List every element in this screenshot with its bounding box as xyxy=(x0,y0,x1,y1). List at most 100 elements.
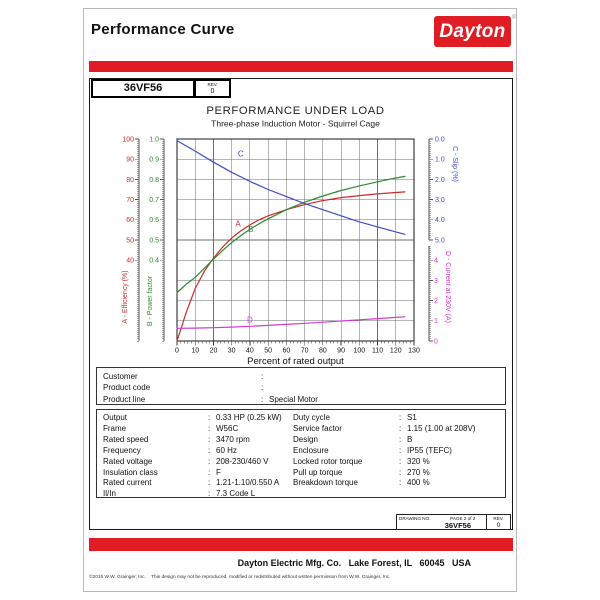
customer-label: Customer xyxy=(103,372,138,381)
svg-text:120: 120 xyxy=(390,348,402,355)
svg-text:40: 40 xyxy=(246,348,254,355)
page-indicator: PAGE 2 of 2 xyxy=(450,516,476,521)
svg-text:2: 2 xyxy=(434,298,438,305)
dayton-logo-text: Dayton xyxy=(439,20,506,42)
svg-text:90: 90 xyxy=(126,157,134,164)
svg-text:0.4: 0.4 xyxy=(149,258,159,265)
product-code-label: Product code xyxy=(103,383,151,393)
spec-column-right: Duty cycle: S1 Service factor:1.15 (1.00 … xyxy=(293,413,501,500)
svg-text:80: 80 xyxy=(126,177,134,184)
product-line-label: Product line xyxy=(103,394,146,404)
svg-text:0: 0 xyxy=(434,338,438,345)
spec-row-design: Design: B xyxy=(293,434,413,444)
revision-box: REV. 0 xyxy=(195,79,231,98)
drawing-no-label: DRAWING NO. xyxy=(399,516,431,521)
svg-text:70: 70 xyxy=(126,197,134,204)
customer-info-box: Customer: Product code: Product line: Spe… xyxy=(96,367,506,405)
svg-text:0.6: 0.6 xyxy=(149,217,159,224)
spec-row-rated-voltage: Rated voltage:208-230/460 V xyxy=(103,456,269,466)
svg-text:5.0: 5.0 xyxy=(435,237,445,244)
svg-text:0.5: 0.5 xyxy=(149,237,159,244)
spec-column-left: Output:0.33 HP (0.25 kW) Frame: W56C Rate… xyxy=(97,413,293,500)
svg-text:0: 0 xyxy=(175,348,179,355)
performance-chart: 100 90 80 70 60 50 40 1.0 0.9 0.8 0.7 0.6 0.5 0.4 0.0 1… xyxy=(89,101,513,367)
drawing-rev-cell: REV. 0 xyxy=(486,515,510,529)
svg-text:D: D xyxy=(247,315,253,324)
spec-row-duty-cycle: Duty cycle: S1 xyxy=(293,413,417,422)
dayton-logo: Dayton xyxy=(434,16,511,47)
spec-row-frequency: Frequency:60 Hz xyxy=(103,445,237,455)
svg-text:100: 100 xyxy=(122,136,134,143)
separator: : xyxy=(261,372,264,381)
spec-row-frame: Frame: W56C xyxy=(103,423,239,433)
svg-text:0.0: 0.0 xyxy=(435,136,445,143)
revision-label: REV. xyxy=(207,82,218,87)
svg-text:3.0: 3.0 xyxy=(435,197,445,204)
spec-row-output: Output:0.33 HP (0.25 kW) xyxy=(103,413,282,422)
product-code-row: Product code: xyxy=(97,382,505,393)
svg-text:40: 40 xyxy=(126,258,134,265)
svg-text:2.0: 2.0 xyxy=(435,177,445,184)
main-content-frame xyxy=(89,78,513,530)
spec-row-service-factor: Service factor:1.15 (1.00 at 208V) xyxy=(293,423,476,433)
svg-text:100: 100 xyxy=(353,348,365,355)
specifications-box: Output:0.33 HP (0.25 kW) Frame: W56C Rate… xyxy=(96,409,506,498)
svg-text:110: 110 xyxy=(372,348,383,355)
svg-text:PERFORMANCE UNDER LOAD: PERFORMANCE UNDER LOAD xyxy=(206,105,384,117)
svg-text:C - Slip (%): C - Slip (%) xyxy=(451,146,458,182)
header-red-bar xyxy=(89,61,513,72)
separator: : xyxy=(261,394,264,404)
spec-row-breakdown-torque: Breakdown torque:400 % xyxy=(293,478,430,488)
revision-value: 0 xyxy=(210,88,215,95)
svg-text:0.9: 0.9 xyxy=(149,157,159,164)
customer-row: Customer: xyxy=(97,371,505,382)
spec-row-il-in: Il/In:7.3 Code L xyxy=(103,489,256,499)
registered-trademark-symbol: ® xyxy=(512,15,517,21)
svg-text:130: 130 xyxy=(408,348,420,355)
copyright-line: ©2015 W.W. Grainger, Inc. This design ma… xyxy=(89,575,391,580)
model-number-box: 36VF56 xyxy=(91,79,195,98)
svg-text:4: 4 xyxy=(434,258,438,265)
drawing-rev-label: REV. xyxy=(493,516,504,521)
svg-text:3: 3 xyxy=(434,278,438,285)
product-line-value: Special Motor xyxy=(269,394,318,404)
svg-text:50: 50 xyxy=(264,348,272,355)
svg-text:1.0: 1.0 xyxy=(435,157,445,164)
product-line-row: Product line: Special Motor xyxy=(97,394,505,405)
svg-text:30: 30 xyxy=(228,348,236,355)
svg-text:0.8: 0.8 xyxy=(149,177,159,184)
svg-text:10: 10 xyxy=(191,348,199,355)
svg-text:50: 50 xyxy=(126,237,134,244)
svg-text:20: 20 xyxy=(210,348,218,355)
datasheet-page: Performance Curve Dayton ® 36VF56 REV. 0… xyxy=(83,8,517,592)
company-address-line: Dayton Electric Mfg. Co. Lake Forest, IL… xyxy=(237,558,471,568)
drawing-rev-value: 0 xyxy=(496,522,501,529)
spec-row-rated-speed: Rated speed:3470 rpm xyxy=(103,434,250,444)
svg-text:Percent of rated output: Percent of rated output xyxy=(247,356,344,367)
svg-text:A - Efficiency (%): A - Efficiency (%) xyxy=(122,270,129,323)
spec-row-rated-current: Rated current:1.21-1.10/0.550 A xyxy=(103,478,280,488)
svg-text:60: 60 xyxy=(282,348,290,355)
svg-text:A: A xyxy=(235,219,241,228)
spec-row-enclosure: Enclosure: IP55 (TEFC) xyxy=(293,445,452,455)
page-title: Performance Curve xyxy=(91,21,235,38)
spec-row-pull-up-torque: Pull up torque:270 % xyxy=(293,467,430,477)
footer-red-bar xyxy=(89,538,513,551)
svg-text:0.7: 0.7 xyxy=(149,197,159,204)
svg-text:90: 90 xyxy=(337,348,345,355)
separator: : xyxy=(261,383,264,393)
spec-row-locked-rotor-torque: Locked rotor torque:320 % xyxy=(293,456,430,466)
svg-text:70: 70 xyxy=(301,348,309,355)
performance-chart-svg: 1009080706050401.00.90.80.70.60.50.40.01… xyxy=(122,105,458,367)
svg-text:1.0: 1.0 xyxy=(149,136,159,143)
drawing-number-box: DRAWING NO. PAGE 2 of 2 36VF56 REV. 0 xyxy=(396,514,511,530)
drawing-number-value: 36VF56 xyxy=(444,521,471,530)
svg-text:1: 1 xyxy=(434,318,438,325)
svg-text:C: C xyxy=(238,150,244,159)
svg-text:60: 60 xyxy=(126,217,134,224)
svg-text:B - Power factor: B - Power factor xyxy=(147,275,154,326)
svg-text:B: B xyxy=(248,225,253,234)
spec-row-insulation-class: Insulation class: F xyxy=(103,467,221,477)
drawing-number-cell: DRAWING NO. PAGE 2 of 2 36VF56 xyxy=(397,515,486,530)
svg-text:80: 80 xyxy=(319,348,327,355)
